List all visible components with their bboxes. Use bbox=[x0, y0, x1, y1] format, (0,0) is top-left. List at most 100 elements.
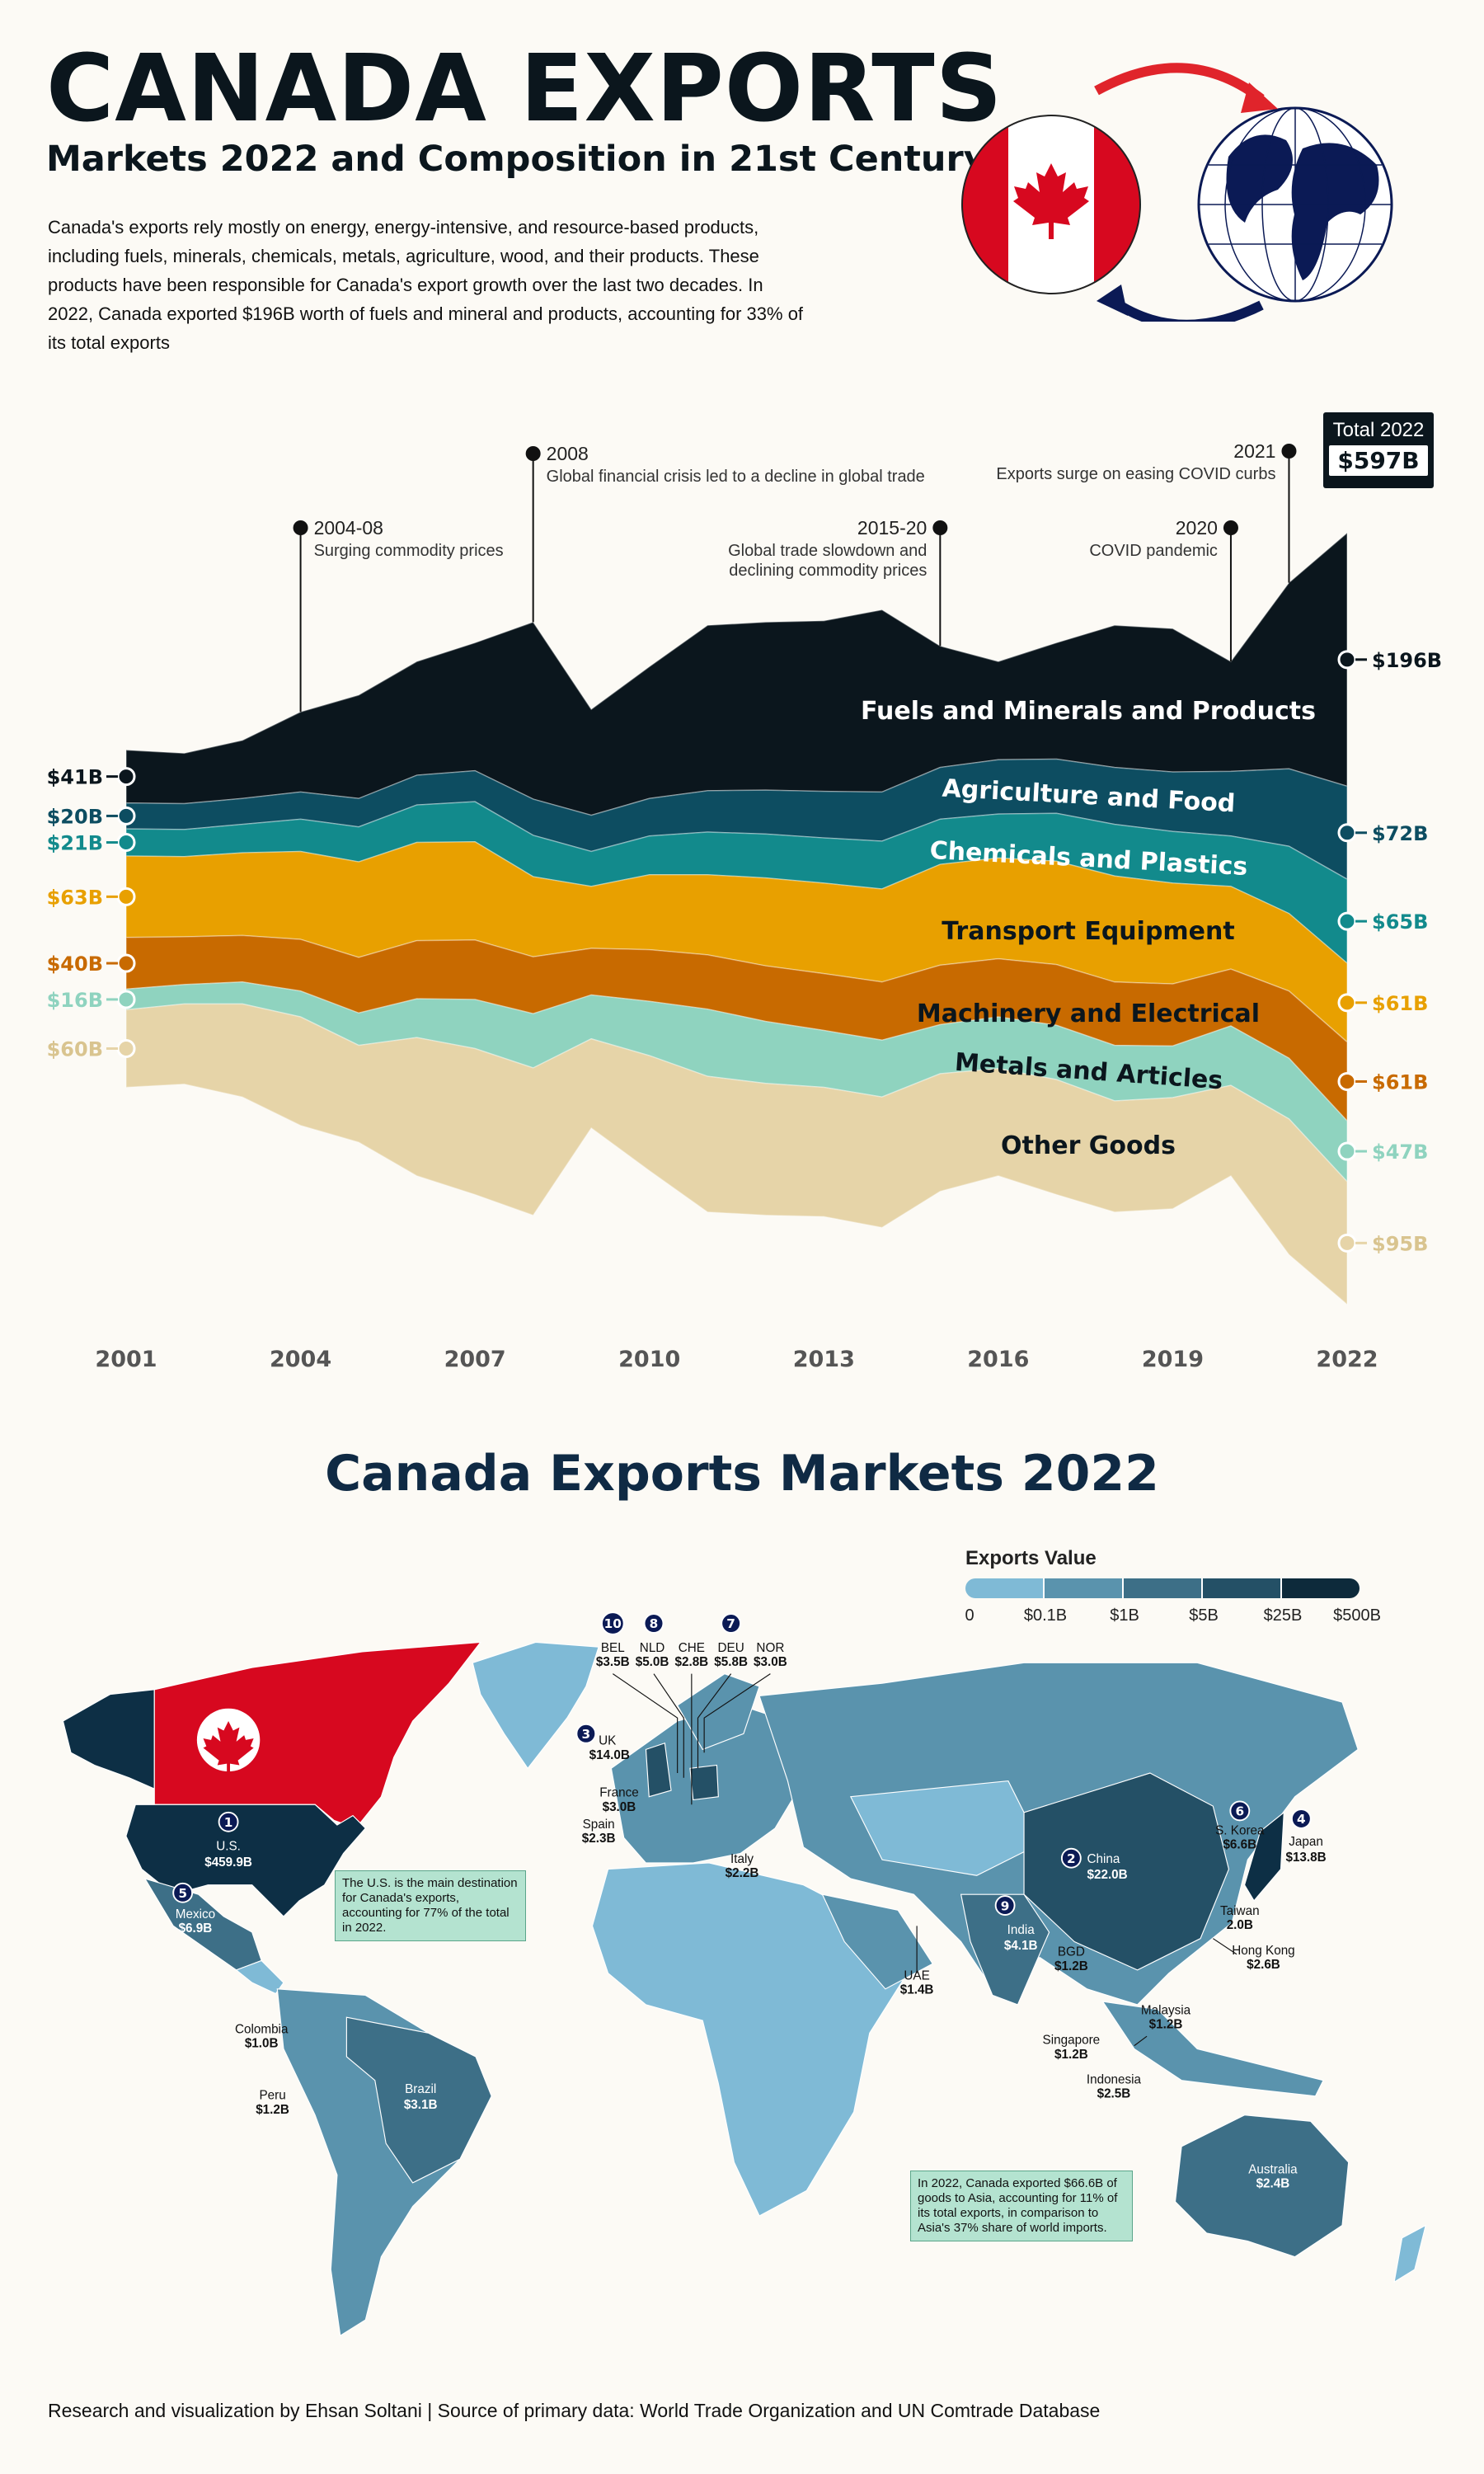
rank-badge-4: 4 bbox=[1290, 1808, 1312, 1829]
market-name-deu: DEU bbox=[718, 1641, 744, 1655]
svg-text:8: 8 bbox=[650, 1616, 659, 1631]
annotation-dot bbox=[932, 520, 948, 535]
region-india[interactable] bbox=[960, 1893, 1050, 2006]
market-value-peru: $1.2B bbox=[256, 2103, 289, 2117]
market-value-nor: $3.0B bbox=[754, 1655, 787, 1669]
annotation-dot bbox=[1281, 444, 1297, 459]
x-tick-label: 2022 bbox=[1316, 1347, 1378, 1372]
canada-flag-icon bbox=[961, 115, 1141, 294]
layer-6 bbox=[125, 1003, 1348, 1306]
start-marker bbox=[116, 990, 136, 1009]
end-value-label: $95B bbox=[1372, 1232, 1428, 1255]
annotation-text: COVID pandemic bbox=[1089, 542, 1218, 560]
legend-tick: $5B bbox=[1189, 1606, 1219, 1625]
start-value-label: $60B bbox=[47, 1037, 103, 1061]
region-china[interactable] bbox=[1023, 1772, 1230, 1971]
annotation-title: 2015-20 bbox=[857, 517, 927, 539]
end-value-label: $65B bbox=[1372, 910, 1428, 934]
rank-badge-3: 3 bbox=[575, 1723, 597, 1744]
market-value-indonesia: $2.5B bbox=[1097, 2087, 1131, 2101]
start-value-label: $41B bbox=[47, 766, 103, 789]
market-value-deu: $5.8B bbox=[714, 1655, 748, 1669]
market-value-bgd: $1.2B bbox=[1054, 1959, 1088, 1973]
x-tick-label: 2010 bbox=[618, 1347, 680, 1372]
total-label: Total 2022 bbox=[1332, 419, 1425, 441]
x-tick-label: 2001 bbox=[95, 1347, 157, 1372]
legend-tick: $25B bbox=[1263, 1606, 1303, 1625]
annotation-text: Exports surge on easing COVID curbs bbox=[996, 465, 1275, 483]
market-name-taiwan: Taiwan bbox=[1220, 1904, 1260, 1918]
region-greenland[interactable] bbox=[472, 1641, 599, 1770]
market-name-mexico: Mexico bbox=[176, 1907, 215, 1921]
market-value-che: $2.8B bbox=[674, 1655, 708, 1669]
x-tick-label: 2016 bbox=[967, 1347, 1029, 1372]
arrowhead-navy-icon bbox=[1097, 285, 1128, 316]
end-value-label: $47B bbox=[1372, 1141, 1428, 1164]
end-marker bbox=[1337, 650, 1357, 670]
europe-leader-lines bbox=[612, 1673, 1237, 2047]
market-value-mexico: $6.9B bbox=[179, 1921, 213, 1935]
canada-globe-illustration bbox=[961, 63, 1393, 322]
end-marker bbox=[1337, 1233, 1357, 1253]
legend-color-scale bbox=[965, 1578, 1360, 1598]
rank-badge-6: 6 bbox=[1229, 1800, 1251, 1822]
svg-text:6: 6 bbox=[1236, 1804, 1245, 1819]
arrow-red-icon bbox=[1094, 63, 1265, 103]
arrowhead-red-icon bbox=[1241, 82, 1278, 113]
rank-badge-1: 1 bbox=[218, 1811, 239, 1832]
svg-text:4: 4 bbox=[1297, 1812, 1306, 1827]
end-marker bbox=[1337, 1141, 1357, 1161]
footer-credits: Research and visualization by Ehsan Solt… bbox=[48, 2400, 1101, 2421]
svg-text:10: 10 bbox=[604, 1616, 622, 1631]
region-central-america[interactable] bbox=[235, 1959, 284, 1995]
svg-text:7: 7 bbox=[726, 1616, 735, 1631]
region-southeast-asia[interactable] bbox=[1101, 2001, 1324, 2097]
layer-1 bbox=[125, 758, 1348, 881]
legend-tick: $500B bbox=[1333, 1606, 1381, 1625]
rank-badge-9: 9 bbox=[994, 1895, 1016, 1916]
region-germany[interactable] bbox=[689, 1764, 719, 1801]
region-japan[interactable] bbox=[1243, 1811, 1284, 1902]
end-value-label: $72B bbox=[1372, 822, 1428, 845]
annotation-dot bbox=[1223, 520, 1238, 535]
x-tick-label: 2013 bbox=[793, 1347, 855, 1372]
map-title: Canada Exports Markets 2022 bbox=[325, 1445, 1159, 1503]
region-australia[interactable] bbox=[1174, 2114, 1350, 2258]
annotation-text: Surging commodity prices bbox=[314, 542, 504, 560]
end-marker bbox=[1337, 911, 1357, 931]
market-name-skorea: S. Korea bbox=[1215, 1824, 1265, 1838]
market-value-skorea: $6.6B bbox=[1223, 1838, 1256, 1852]
arrow-navy-icon bbox=[1110, 297, 1264, 322]
intro-paragraph: Canada's exports rely mostly on energy, … bbox=[48, 217, 804, 353]
legend-tick: $1B bbox=[1110, 1606, 1139, 1625]
legend-tick: 0 bbox=[965, 1606, 974, 1625]
region-arabia[interactable] bbox=[821, 1893, 934, 1990]
start-value-label: $40B bbox=[47, 952, 103, 976]
legend-swatch bbox=[1124, 1578, 1203, 1598]
market-name-colombia: Colombia bbox=[235, 2022, 289, 2036]
globe-icon bbox=[1197, 106, 1393, 303]
start-value-label: $16B bbox=[47, 989, 103, 1012]
region-uk[interactable] bbox=[645, 1742, 672, 1798]
market-value-hongkong: $2.6B bbox=[1247, 1958, 1280, 1972]
end-value-label: $61B bbox=[1372, 992, 1428, 1015]
start-value-label: $20B bbox=[47, 805, 103, 828]
start-value-label: $63B bbox=[47, 886, 103, 909]
end-marker bbox=[1337, 993, 1357, 1013]
market-name-malaysia: Malaysia bbox=[1141, 2003, 1191, 2017]
market-name-peru: Peru bbox=[259, 2089, 285, 2103]
layer-label-machinery: Machinery and Electrical bbox=[917, 999, 1260, 1028]
region-new-zealand[interactable] bbox=[1393, 2224, 1427, 2284]
x-tick-label: 2004 bbox=[270, 1347, 331, 1372]
world-map: 1 U.S. $459.9B 2 China $22.0B 3 UK $14.0… bbox=[62, 1611, 1427, 2337]
end-marker bbox=[1337, 1071, 1357, 1091]
svg-text:3: 3 bbox=[582, 1727, 591, 1742]
region-brazil[interactable] bbox=[345, 2016, 492, 2184]
market-name-indonesia: Indonesia bbox=[1087, 2072, 1142, 2086]
region-central-asia[interactable] bbox=[849, 1780, 1040, 1876]
region-alaska[interactable] bbox=[62, 1689, 155, 1790]
start-marker bbox=[116, 806, 136, 825]
market-value-india: $4.1B bbox=[1004, 1939, 1038, 1953]
start-marker bbox=[116, 887, 136, 906]
market-name-india: India bbox=[1007, 1923, 1036, 1937]
